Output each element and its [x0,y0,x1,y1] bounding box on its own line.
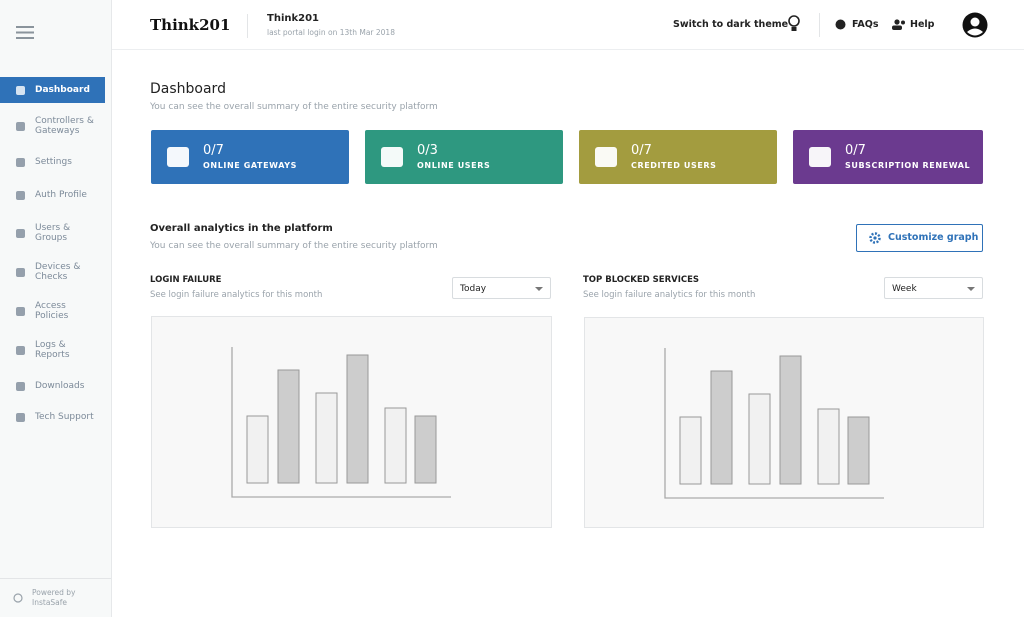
sidebar: Dashboard Controllers & Gateways Settings Au… [0,0,112,617]
last-login: last portal login on 13th Mar 2018 [267,28,395,37]
help-link[interactable]: Help [910,19,935,30]
nav-item[interactable]: Settings [0,149,105,175]
nav-icon [16,267,25,277]
customize-button[interactable]: Customize graph [856,224,983,252]
nav-icon [16,190,25,200]
card-label: ONLINE GATEWAYS [203,161,298,170]
footer-line: InstaSafe [32,598,68,607]
filter-dropdown[interactable]: Today [452,277,551,299]
nav-label: Dashboard [35,85,90,95]
nav-item[interactable]: Controllers & Gateways [0,112,105,140]
page-title: Dashboard [150,81,226,97]
card-label: SUBSCRIPTION RENEWAL [845,161,971,170]
card-label: CREDITED USERS [631,161,717,170]
nav-label-line: Auth Profile [35,190,87,200]
theme-toggle[interactable]: Switch to dark theme [673,19,789,30]
logo[interactable]: Think201 [150,16,231,34]
bulb-icon[interactable] [788,14,800,34]
nav-label-line: Downloads [35,381,85,391]
nav-label-line: Users & [35,223,71,233]
section-subtitle: You can see the overall summary of the e… [150,241,438,251]
nav-icon [16,381,25,391]
placeholder-graphic [664,348,884,499]
nav-label: Controllers & Gateways [35,116,94,136]
divider [819,13,820,37]
nav-label: Access Policies [35,301,68,321]
card-icon [595,147,617,167]
nav-label: Settings [35,157,72,167]
nav-item[interactable]: Tech Support [0,404,105,430]
nav-label-line: Dashboard [35,85,90,95]
chart-placeholder [151,316,552,528]
card-icon [381,147,403,167]
chart-placeholder [584,317,984,528]
nav-icon [16,345,25,355]
nav-item[interactable]: Access Policies [0,297,105,325]
menu-icon[interactable] [16,26,34,39]
powered-by: Powered by InstaSafe [32,588,75,608]
help-icon [892,19,905,30]
top-bar: Think201 Think201 last portal login on 1… [112,0,1024,50]
nav-label: Logs & Reports [35,340,70,360]
nav-label: Downloads [35,381,84,391]
nav-label-line: Checks [35,272,68,282]
panel-subtitle: See login failure analytics for this mon… [583,290,756,300]
card-icon [167,147,189,167]
card-icon [809,147,831,167]
nav-item[interactable]: Downloads [0,373,105,399]
nav-label-line: Devices & [35,262,81,272]
nav-item[interactable]: Logs & Reports [0,336,105,364]
nav-label-line: Settings [35,157,72,167]
stat-card[interactable]: 0/7 ONLINE GATEWAYS [151,130,349,184]
nav-item[interactable]: Users & Groups [0,219,105,247]
filter-dropdown[interactable]: Week [884,277,983,299]
placeholder-graphic [231,347,451,498]
nav-label: Users & Groups [35,223,70,243]
stat-card[interactable]: 0/7 SUBSCRIPTION RENEWAL [793,130,983,184]
card-value: 0/7 [203,143,224,158]
nav-label: Devices & Checks [35,262,80,282]
nav-label-line: Tech Support [35,412,94,422]
nav-label-line: Gateways [35,126,80,136]
app-name: Think201 [267,13,320,24]
nav-icon [16,157,25,167]
card-value: 0/3 [417,143,438,158]
card-label: ONLINE USERS [417,161,491,170]
button-label: Customize graph [888,232,979,243]
nav-item[interactable]: Devices & Checks [0,258,105,286]
nav-icon [16,85,25,95]
panel-title: LOGIN FAILURE [150,275,222,285]
divider [247,14,248,38]
stat-card[interactable]: 0/7 CREDITED USERS [579,130,777,184]
stat-card[interactable]: 0/3 ONLINE USERS [365,130,563,184]
nav-label-line: Access [35,301,66,311]
panel-title: TOP BLOCKED SERVICES [583,275,700,285]
nav-label: Tech Support [35,412,94,422]
nav-icon [16,228,25,238]
nav-label-line: Reports [35,350,70,360]
footer-line: Powered by [32,588,76,597]
sidebar-footer: Powered by InstaSafe [0,578,111,618]
avatar[interactable] [962,12,988,38]
nav-label-line: Controllers & [35,116,94,126]
panel-subtitle: See login failure analytics for this mon… [150,290,323,300]
nav-icon [16,121,25,131]
nav-icon [16,412,25,422]
nav-item[interactable]: Auth Profile [0,182,105,208]
nav-label: Auth Profile [35,190,87,200]
nav-label-line: Policies [35,311,69,321]
card-value: 0/7 [845,143,866,158]
nav-item[interactable]: Dashboard [0,77,105,103]
nav-label-line: Groups [35,233,68,243]
page-subtitle: You can see the overall summary of the e… [150,102,438,112]
faqs-link[interactable]: FAQs [852,19,879,30]
copyright-icon [13,593,23,603]
faq-icon [835,19,846,30]
nav-label-line: Logs & [35,340,66,350]
gear-icon [869,232,881,244]
section-title: Overall analytics in the platform [150,223,333,234]
card-value: 0/7 [631,143,652,158]
nav-icon [16,306,25,316]
